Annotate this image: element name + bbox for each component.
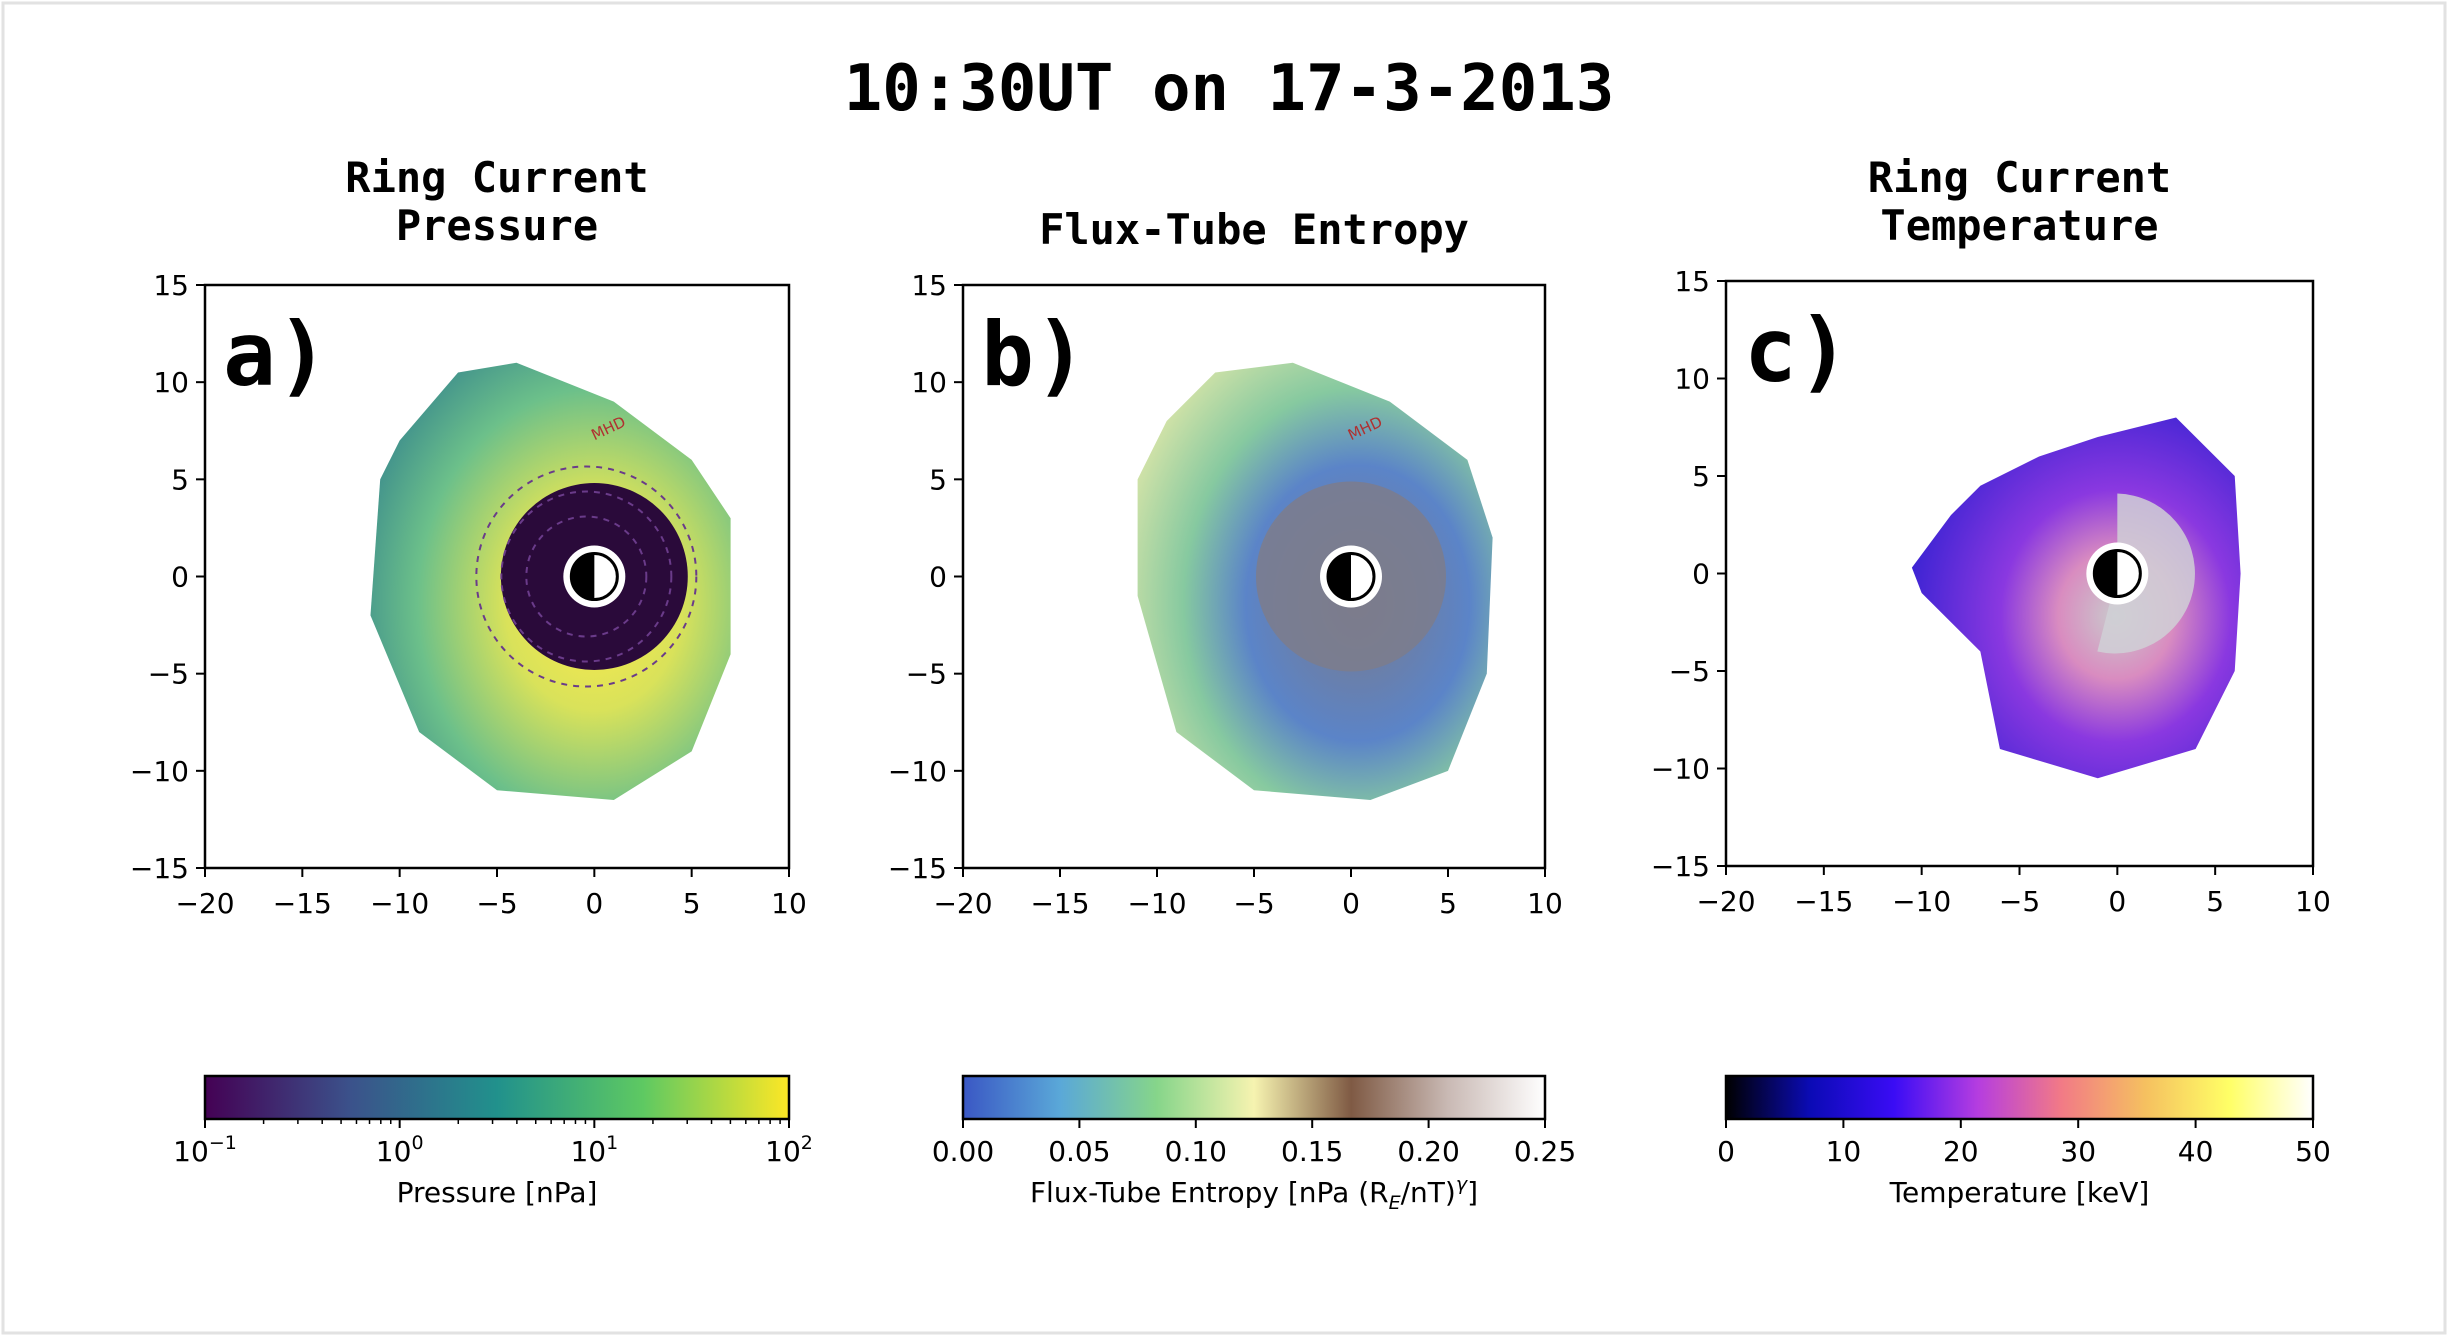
y-tick-label: −5 <box>1669 655 1710 688</box>
colorbar-tick-label: 0.15 <box>1281 1135 1343 1168</box>
y-tick-label: 0 <box>171 561 189 594</box>
colorbar-tick-label: 0.00 <box>932 1135 994 1168</box>
y-tick-label: −15 <box>130 852 189 885</box>
panel-label: a) <box>223 303 329 406</box>
y-tick-label: 5 <box>1692 460 1710 493</box>
y-tick-label: 10 <box>1674 363 1710 396</box>
x-tick-label: −10 <box>370 887 429 920</box>
earth-nightside <box>1328 553 1351 600</box>
colorbar-tick-label: 40 <box>2178 1135 2214 1168</box>
x-tick-label: −5 <box>1999 885 2040 918</box>
earth-nightside <box>571 553 595 600</box>
y-tick-label: −5 <box>148 658 189 691</box>
x-tick-label: 0 <box>585 887 603 920</box>
colorbar-c: 0 10 20 30 40 50 Temperature [keV] <box>1717 1074 2331 1209</box>
earth-nightside <box>2094 550 2118 597</box>
panel-title-line: Ring Current <box>345 153 648 202</box>
y-tick-label: 10 <box>911 366 947 399</box>
y-tick-label: −10 <box>130 755 189 788</box>
colorbar-tick-label: 50 <box>2295 1135 2331 1168</box>
colorbar-gradient <box>203 1074 791 1121</box>
panel-title-line: Temperature <box>1880 201 2158 250</box>
colorbar-tick-label: 102 <box>765 1132 813 1168</box>
y-tick-label: −5 <box>906 658 947 691</box>
colorbar-tick-label: 100 <box>376 1132 424 1168</box>
y-tick-label: −10 <box>888 755 947 788</box>
colorbar-tick-label: 10 <box>1826 1135 1862 1168</box>
x-tick-label: 5 <box>1439 887 1457 920</box>
colorbar-tick-label: 20 <box>1943 1135 1979 1168</box>
colorbar-label: Temperature [keV] <box>1889 1176 2150 1209</box>
colorbar-b: 0.00 0.05 0.10 0.15 0.20 0.25 Flux-Tube Entrop… <box>932 1074 1576 1214</box>
y-tick-label: 15 <box>153 269 189 302</box>
colorbar-tick-label: 10−1 <box>173 1132 237 1168</box>
y-tick-label: 15 <box>1674 265 1710 298</box>
colorbar-tick-label: 0.20 <box>1397 1135 1459 1168</box>
colorbar-tick-label: 101 <box>570 1132 618 1168</box>
x-tick-label: −10 <box>1892 885 1951 918</box>
y-tick-label: 15 <box>911 269 947 302</box>
colorbar-tick-label: 0.10 <box>1165 1135 1227 1168</box>
x-tick-label: 10 <box>1527 887 1563 920</box>
x-tick-label: −15 <box>1794 885 1853 918</box>
panel-title-line: Pressure <box>396 201 598 250</box>
y-tick-label: 0 <box>929 561 947 594</box>
colorbar-gradient <box>1724 1074 2315 1121</box>
x-tick-label: 0 <box>1342 887 1360 920</box>
y-tick-label: 5 <box>171 463 189 496</box>
x-tick-label: −20 <box>933 887 992 920</box>
y-tick-label: 10 <box>153 366 189 399</box>
y-tick-label: −10 <box>1651 753 1710 786</box>
y-tick-label: −15 <box>1651 850 1710 883</box>
y-tick-label: 5 <box>929 463 947 496</box>
contour-line <box>475 465 698 688</box>
colorbar-tick-label: 0 <box>1717 1135 1735 1168</box>
colorbar-label: Flux-Tube Entropy [nPa (RE/nT)γ] <box>1030 1173 1478 1214</box>
panel-title-line: Flux-Tube Entropy <box>1039 205 1469 254</box>
colorbar-tick-label: 0.05 <box>1048 1135 1110 1168</box>
panel-title-line: Ring Current <box>1868 153 2171 202</box>
colorbar-tick-label: 0.25 <box>1514 1135 1576 1168</box>
y-tick-label: −15 <box>888 852 947 885</box>
x-tick-label: 10 <box>771 887 807 920</box>
contour-line <box>525 515 648 638</box>
panel-label: b) <box>981 303 1087 406</box>
x-tick-label: −15 <box>273 887 332 920</box>
x-tick-label: −5 <box>476 887 517 920</box>
colorbar-label: Pressure [nPa] <box>397 1176 598 1209</box>
x-tick-label: −10 <box>1127 887 1186 920</box>
x-tick-label: −20 <box>175 887 234 920</box>
colorbar-gradient <box>961 1074 1547 1121</box>
y-tick-label: 0 <box>1692 558 1710 591</box>
x-tick-label: −5 <box>1233 887 1274 920</box>
x-tick-label: 5 <box>2206 885 2224 918</box>
x-tick-label: 0 <box>2108 885 2126 918</box>
x-tick-label: −20 <box>1696 885 1755 918</box>
figure-title: 10:30UT on 17-3-2013 <box>844 52 1615 126</box>
panel-label: c) <box>1744 299 1850 402</box>
x-tick-label: −15 <box>1030 887 1089 920</box>
x-tick-label: 5 <box>683 887 701 920</box>
colorbar-tick-label: 30 <box>2060 1135 2096 1168</box>
colorbar-a: 10−1 100 101 102 Pressure [nPa] <box>173 1074 813 1209</box>
x-tick-label: 10 <box>2295 885 2331 918</box>
contour-line <box>500 490 673 663</box>
